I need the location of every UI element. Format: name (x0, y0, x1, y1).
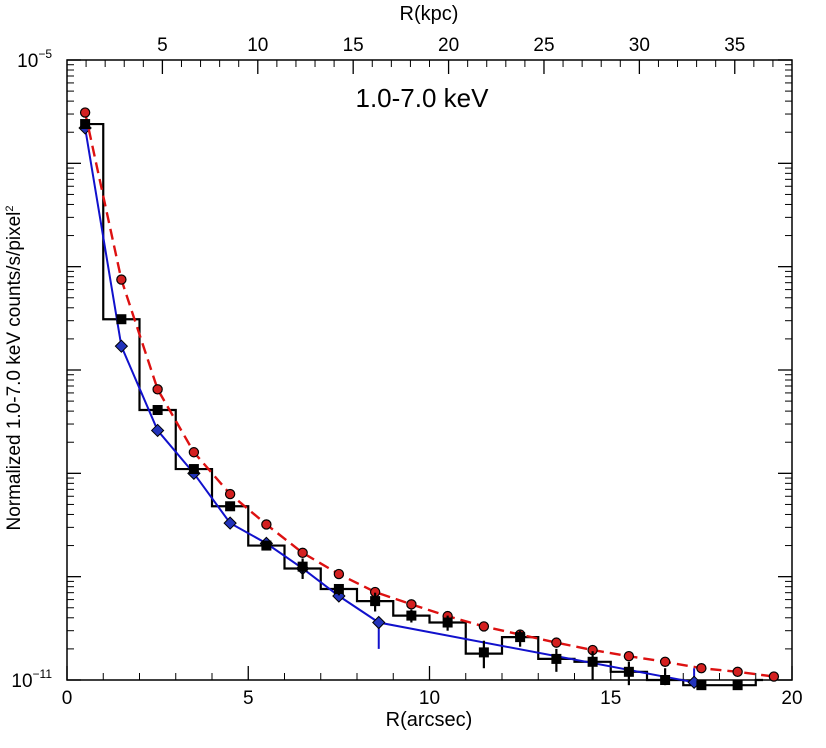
blue-diamond-marker (372, 615, 386, 630)
red-circle-marker (478, 621, 490, 632)
x-tick-label: 0 (62, 688, 73, 709)
x-tick-label: 5 (243, 688, 254, 709)
red-circle-marker (224, 488, 236, 500)
data-square-marker (152, 405, 163, 416)
red-circle-marker (659, 656, 671, 668)
red-circle-marker (333, 568, 345, 580)
histogram-layer (85, 122, 763, 687)
y-tick-label-base: 10 (17, 51, 38, 72)
histogram-step-line (85, 122, 763, 687)
bottom-tick-labels: 0 5 10 15 20 (62, 688, 803, 709)
top-tick-label: 10 (247, 35, 268, 56)
top-tick-label: 15 (343, 35, 364, 56)
y-tick-label-base: 10 (11, 671, 32, 692)
top-axis-label: R(kpc) (400, 3, 459, 25)
data-square-marker (261, 540, 272, 551)
data-square-marker (116, 314, 127, 325)
top-tick-label: 20 (438, 35, 459, 56)
x-axis-label: R(arcsec) (386, 709, 473, 731)
top-tick-label: 5 (157, 35, 168, 56)
red-dashed-line (83, 112, 775, 678)
plot-frame (66, 59, 793, 681)
y-axis-label-superscript: 2 (4, 205, 16, 211)
red-circle-marker (188, 447, 200, 458)
red-circle-marker (696, 663, 707, 674)
data-square-marker (478, 647, 489, 658)
red-circle-marker (261, 519, 272, 530)
data-square-marker (515, 632, 526, 643)
top-tick-label: 25 (533, 35, 554, 56)
red-circle-marker (768, 671, 780, 682)
data-square-marker (551, 653, 562, 664)
y-axis-label-main: Normalized 1.0-7.0 keV counts/s/pixel (4, 212, 25, 531)
data-square-marker (188, 464, 199, 475)
red-circle-marker (79, 107, 91, 118)
y-tick-label-exponent: −5 (38, 47, 52, 61)
data-square-marker (297, 561, 308, 572)
red-model-layer (79, 107, 780, 682)
red-circle-marker (406, 599, 417, 610)
red-circle-marker (732, 666, 743, 678)
major-ticks (66, 59, 793, 681)
y-axis-label: Normalized 1.0-7.0 keV counts/s/pixel2 (4, 205, 25, 530)
y-tick-labels: 10−510−11 (11, 47, 52, 692)
plot-area-border (66, 59, 793, 681)
red-circle-marker (623, 650, 635, 662)
blue-diamond-marker (223, 516, 237, 530)
y-tick-label-exponent: −11 (33, 667, 53, 681)
blue-model-line (84, 127, 695, 684)
data-square-marker (370, 596, 381, 607)
top-tick-label: 30 (629, 35, 650, 56)
red-circle-marker (152, 384, 163, 395)
data-square-marker (225, 501, 236, 512)
y-tick-label: 10−11 (11, 667, 52, 692)
data-square-marker (623, 666, 634, 677)
red-circle-marker (297, 547, 308, 559)
blue-model-layer (78, 121, 701, 690)
x-tick-label: 20 (781, 688, 802, 709)
red-circle-marker (551, 637, 562, 648)
data-points-layer (80, 119, 743, 691)
red-circle-marker (116, 274, 127, 285)
top-tick-labels: 5 10 15 20 25 30 35 (157, 35, 745, 56)
y-tick-label: 10−5 (17, 47, 52, 72)
data-square-marker (696, 680, 707, 691)
top-tick-label: 35 (724, 35, 745, 56)
data-square-marker (442, 617, 453, 628)
x-tick-label: 10 (419, 688, 440, 709)
data-square-marker (333, 583, 344, 594)
minor-ticks (67, 60, 793, 680)
data-square-marker (732, 680, 743, 691)
data-square-marker (80, 119, 91, 130)
chart-title: 1.0-7.0 keV (356, 83, 490, 113)
x-tick-label: 15 (600, 688, 621, 709)
data-square-marker (660, 675, 671, 685)
blue-diamond-marker (114, 339, 129, 353)
data-square-marker (406, 610, 417, 621)
blue-diamond-marker (150, 423, 165, 438)
data-square-marker (587, 656, 598, 667)
